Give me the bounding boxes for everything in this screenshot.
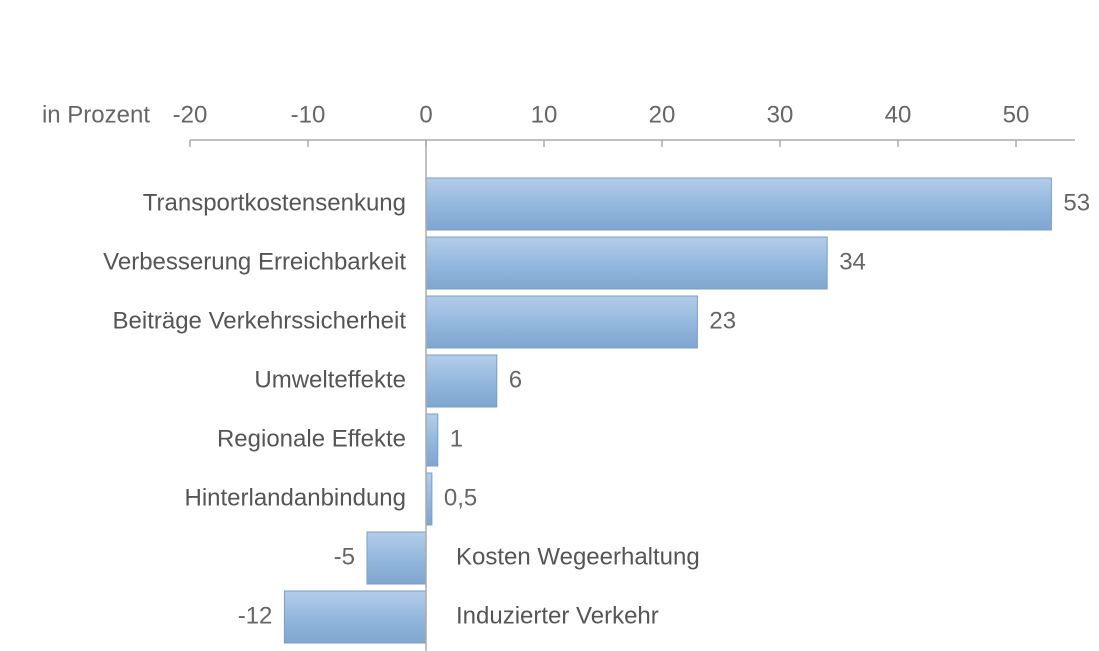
axis-label: in Prozent xyxy=(42,101,150,128)
bar xyxy=(425,472,433,526)
value-label: 53 xyxy=(1063,189,1090,216)
category-label: Verbesserung Erreichbarkeit xyxy=(103,248,406,275)
category-label: Hinterlandanbindung xyxy=(184,484,406,511)
value-label: 6 xyxy=(509,366,522,393)
bar xyxy=(425,177,1052,231)
x-tick-label: 0 xyxy=(419,101,432,128)
bar xyxy=(366,531,427,585)
category-label: Umwelteffekte xyxy=(254,366,406,393)
bar xyxy=(425,295,698,349)
bar xyxy=(425,354,498,408)
category-label: Beiträge Verkehrssicherheit xyxy=(113,307,407,334)
x-tick-label: 10 xyxy=(531,101,558,128)
category-label: Induzierter Verkehr xyxy=(456,602,659,629)
x-tick-label: -10 xyxy=(291,101,326,128)
x-tick-label: 30 xyxy=(767,101,794,128)
x-tick-label: 20 xyxy=(649,101,676,128)
category-label: Kosten Wegeerhaltung xyxy=(456,543,700,570)
value-label: -12 xyxy=(238,602,273,629)
value-label: -5 xyxy=(334,543,355,570)
bar xyxy=(425,236,828,290)
bar xyxy=(425,413,439,467)
x-tick-label: 40 xyxy=(885,101,912,128)
value-label: 34 xyxy=(839,248,866,275)
value-label: 23 xyxy=(709,307,736,334)
category-label: Transportkostensenkung xyxy=(143,189,406,216)
x-tick-label: -20 xyxy=(173,101,208,128)
bar xyxy=(283,590,427,644)
value-label: 1 xyxy=(450,425,463,452)
x-tick-label: 50 xyxy=(1003,101,1030,128)
category-label: Regionale Effekte xyxy=(217,425,406,452)
value-label: 0,5 xyxy=(444,484,477,511)
